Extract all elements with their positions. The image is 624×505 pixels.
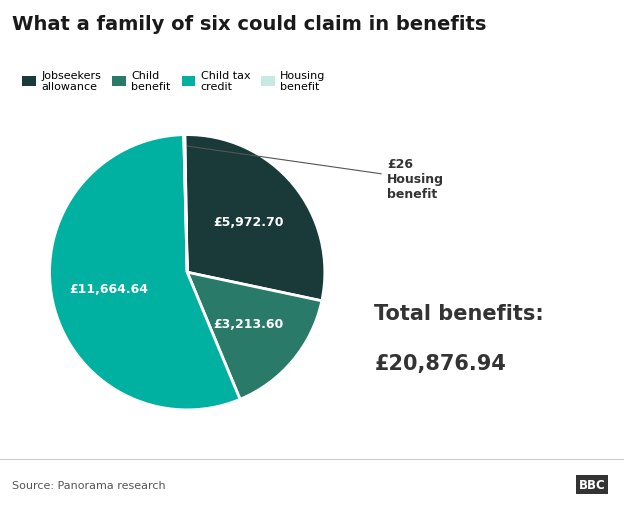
Text: £26
Housing
benefit: £26 Housing benefit [187, 147, 444, 201]
Legend: Jobseekers
allowance, Child
benefit, Child tax
credit, Housing
benefit: Jobseekers allowance, Child benefit, Chi… [18, 66, 330, 96]
Text: £20,876.94: £20,876.94 [374, 354, 506, 374]
Text: BBC: BBC [578, 478, 605, 491]
Text: Source: Panorama research: Source: Panorama research [12, 480, 166, 490]
Wedge shape [183, 135, 187, 273]
Wedge shape [49, 135, 240, 410]
Text: £3,213.60: £3,213.60 [213, 317, 284, 330]
Text: £11,664.64: £11,664.64 [70, 283, 149, 296]
Wedge shape [185, 135, 325, 301]
Text: £5,972.70: £5,972.70 [213, 216, 284, 228]
Text: What a family of six could claim in benefits: What a family of six could claim in bene… [12, 15, 487, 34]
Wedge shape [187, 273, 322, 399]
Text: Total benefits:: Total benefits: [374, 303, 544, 323]
